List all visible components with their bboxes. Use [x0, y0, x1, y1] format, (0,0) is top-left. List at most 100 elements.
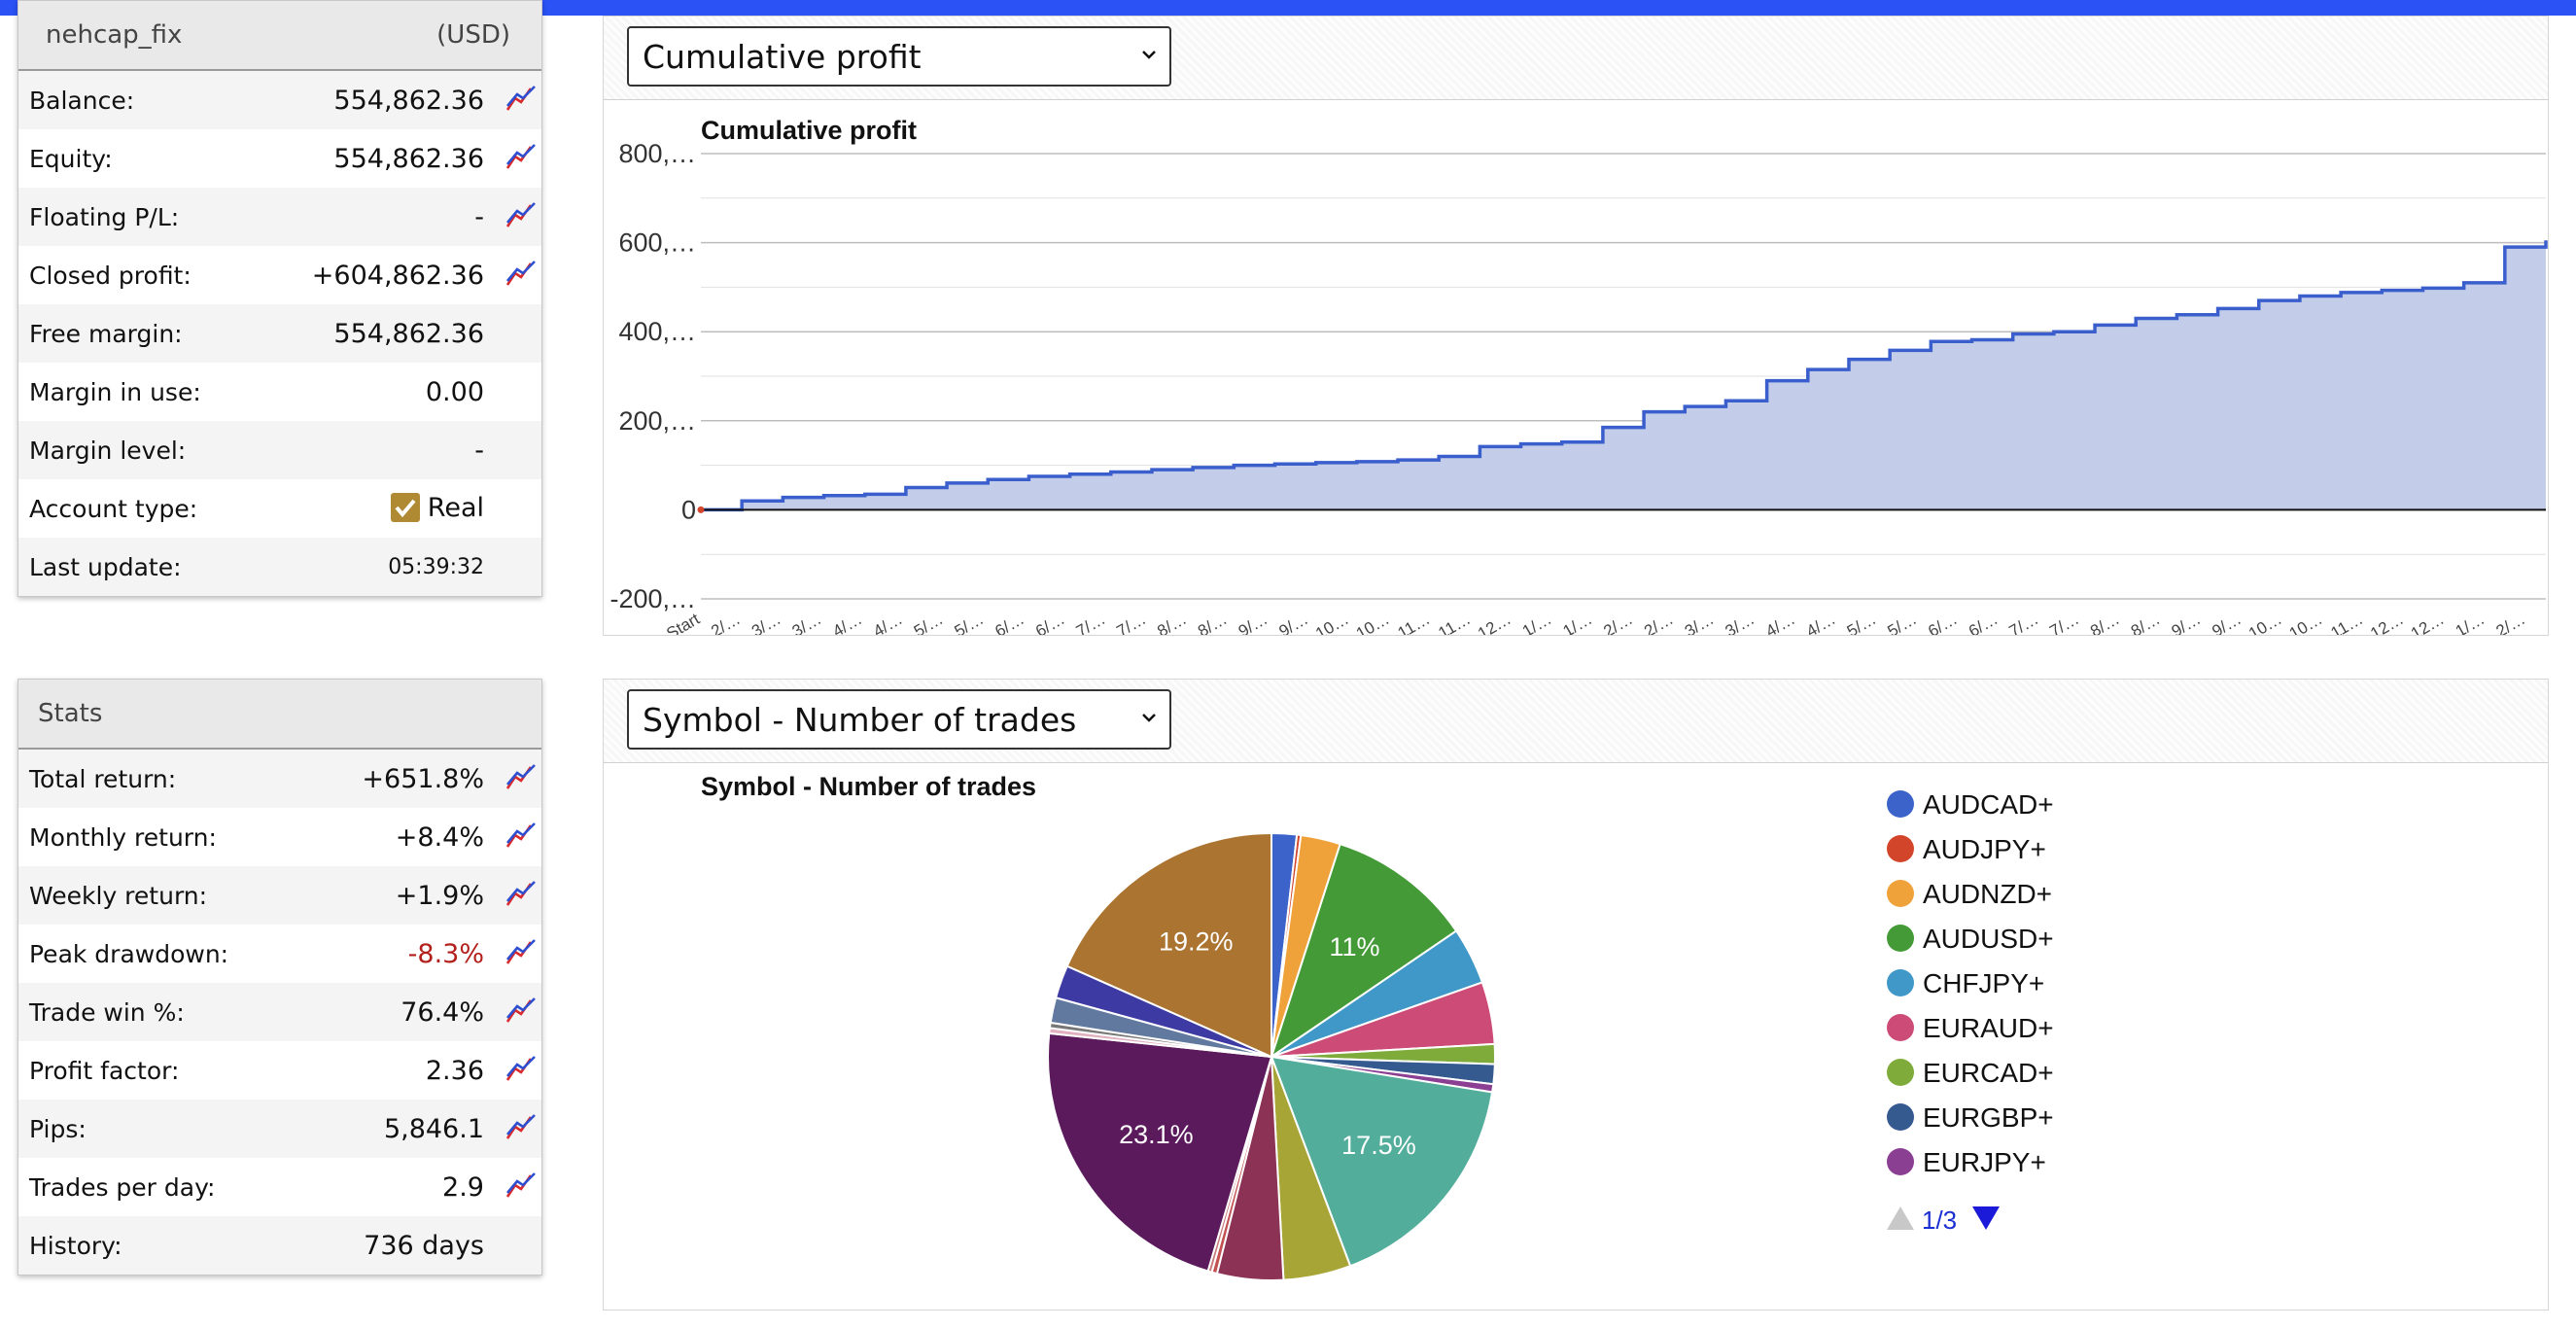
x-tick-label: 3/… — [789, 610, 825, 635]
y-tick-label: 800,… — [618, 139, 696, 168]
y-tick-label: -200,… — [609, 584, 696, 613]
stats-value: 76.4% — [400, 996, 484, 1028]
account-row: Balance: 554,862.36 — [18, 71, 541, 129]
stats-label: Profit factor: — [29, 1056, 180, 1085]
pie-chart-panel: Symbol - Number of trades Symbol - Numbe… — [603, 679, 2549, 1311]
account-value: - — [474, 435, 484, 466]
chart-icon[interactable] — [505, 143, 537, 170]
account-value: 554,862.36 — [333, 143, 484, 174]
legend-dot — [1887, 1059, 1914, 1086]
chart-icon[interactable] — [505, 880, 537, 907]
account-label: Account type: — [29, 494, 198, 523]
stats-row: Weekly return: +1.9% — [18, 866, 541, 925]
account-value: +604,862.36 — [311, 260, 484, 291]
legend-label: EURGBP+ — [1923, 1102, 2054, 1133]
x-tick-label: 11… — [1395, 610, 1434, 635]
profit-chart-panel: Cumulative profit Cumulative profit 800,…… — [603, 16, 2549, 636]
chart-icon[interactable] — [505, 938, 537, 965]
account-name: nehcap_fix — [46, 20, 183, 50]
account-header: nehcap_fix (USD) — [18, 1, 541, 71]
chart-icon[interactable] — [505, 85, 537, 112]
stats-value: 2.9 — [442, 1171, 484, 1203]
stats-panel: Stats Total return: +651.8% Monthly return… — [17, 679, 542, 1276]
legend-dot — [1887, 880, 1914, 907]
chart-type-select[interactable]: Cumulative profit — [627, 26, 1171, 87]
pie-slice — [1270, 842, 1458, 1060]
y-tick-label: 200,… — [618, 406, 696, 436]
chart-icon[interactable] — [505, 763, 537, 790]
chart-icon[interactable] — [505, 260, 537, 287]
chart-icon[interactable] — [505, 996, 537, 1024]
legend-label: AUDJPY+ — [1923, 834, 2046, 864]
stats-value: 5,846.1 — [383, 1113, 484, 1144]
x-tick-label: 12… — [2408, 610, 2448, 635]
stats-row: History: 736 days — [18, 1216, 541, 1275]
legend-dot — [1887, 790, 1914, 818]
x-tick-label: 6/… — [992, 610, 1027, 635]
legend-pager: 1/3 — [1922, 1206, 1957, 1235]
page-down-icon[interactable] — [1972, 1206, 2000, 1230]
account-value: - — [474, 201, 484, 232]
stats-header: Stats — [18, 680, 541, 750]
legend-label: EURCAD+ — [1923, 1058, 2054, 1088]
symbol-trades-pie-chart: Symbol - Number of trades 11% 17.5% 23.1% 19… — [701, 772, 2054, 1281]
pie-slice-label: 11% — [1329, 932, 1379, 961]
x-tick-label: 10… — [1312, 610, 1352, 635]
pie-chart-type-select[interactable]: Symbol - Number of trades — [627, 689, 1171, 750]
chart-icon[interactable] — [505, 1055, 537, 1082]
x-tick-label: 5/… — [911, 610, 947, 635]
page-up-icon[interactable] — [1887, 1206, 1914, 1230]
chart-icon[interactable] — [505, 1113, 537, 1140]
x-tick-label: 8/… — [1195, 610, 1231, 635]
account-value: 05:39:32 — [388, 554, 484, 579]
x-tick-label: 2/… — [1641, 610, 1677, 635]
x-tick-label: 11… — [1435, 610, 1474, 635]
pie-slice-label: 19.2% — [1159, 926, 1234, 956]
account-value: 554,862.36 — [333, 85, 484, 116]
chart-icon[interactable] — [505, 201, 537, 228]
legend-dot — [1887, 1148, 1914, 1175]
y-tick-label: 0 — [681, 495, 696, 524]
x-tick-label: 7/… — [2006, 610, 2042, 635]
stats-row: Profit factor: 2.36 — [18, 1041, 541, 1100]
x-tick-label: 9/… — [2209, 610, 2245, 635]
y-tick-label: 600,… — [618, 228, 696, 258]
stats-value: 2.36 — [425, 1055, 484, 1086]
profit-area — [701, 240, 2546, 510]
stats-row: Trade win %: 76.4% — [18, 983, 541, 1041]
pie-chart-type-select-value: Symbol - Number of trades — [643, 700, 1077, 739]
account-panel: nehcap_fix (USD) Balance: 554,862.36 Equit… — [17, 0, 542, 597]
x-tick-label: 5/… — [952, 610, 988, 635]
profit-chart-toolbar: Cumulative profit — [604, 17, 2548, 100]
x-tick-label: 12… — [1475, 610, 1514, 635]
profit-line — [701, 240, 2548, 512]
legend-label: AUDUSD+ — [1923, 924, 2054, 954]
x-tick-label: 3/… — [1682, 610, 1718, 635]
chart-icon[interactable] — [505, 1171, 537, 1199]
x-tick-label: 7/… — [1073, 610, 1109, 635]
chart-icon[interactable] — [505, 821, 537, 849]
x-tick-label: 7/… — [2046, 610, 2082, 635]
legend-dot — [1887, 925, 1914, 952]
pie-title: Symbol - Number of trades — [701, 772, 1036, 801]
account-rows: Balance: 554,862.36 Equity: 554,862.36 Float… — [18, 71, 541, 596]
real-checkbox — [390, 492, 420, 522]
stats-row: Pips: 5,846.1 — [18, 1100, 541, 1158]
stats-value: +1.9% — [395, 880, 484, 911]
x-tick-label: 1/… — [1560, 610, 1596, 635]
x-tick-label: 10… — [2286, 610, 2326, 635]
legend-dot — [1887, 1014, 1914, 1041]
x-tick-label: 4/… — [1803, 610, 1839, 635]
legend-label: AUDNZD+ — [1923, 879, 2052, 909]
stats-value: 736 days — [364, 1230, 484, 1261]
x-tick-label: 8/… — [1154, 610, 1190, 635]
chevron-down-icon — [1142, 714, 1156, 722]
top-bar — [0, 0, 2576, 16]
right-margin — [2552, 16, 2576, 1328]
x-tick-label: 2/… — [708, 610, 744, 635]
chart-title: Cumulative profit — [701, 116, 917, 145]
stats-label: Weekly return: — [29, 881, 208, 910]
x-tick-label: 1/… — [1519, 610, 1555, 635]
legend-label: CHFJPY+ — [1923, 968, 2044, 998]
stats-label: Pips: — [29, 1114, 87, 1143]
